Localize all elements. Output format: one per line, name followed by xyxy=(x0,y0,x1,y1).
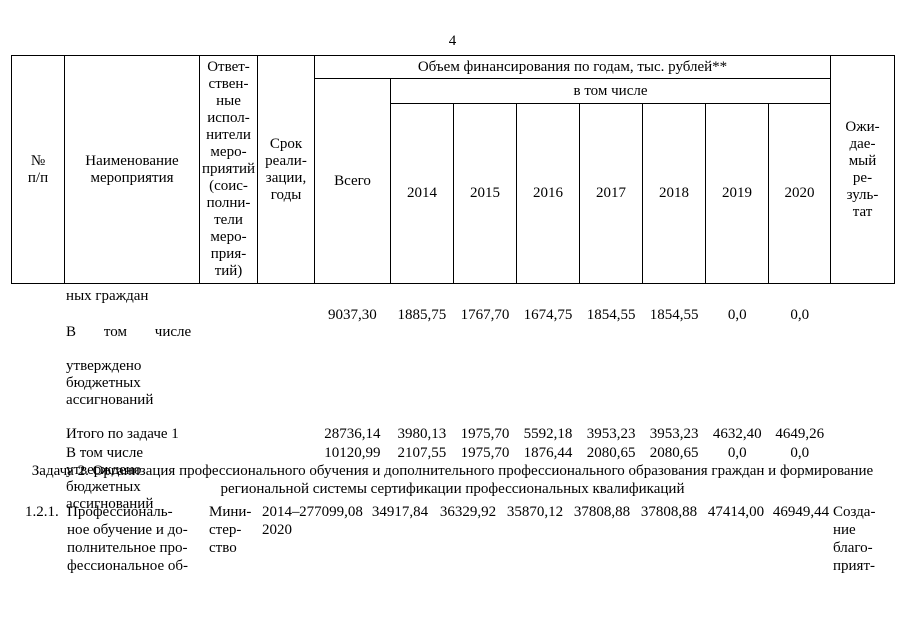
spacer-cell xyxy=(11,285,64,307)
value-cell: 1975,70 xyxy=(460,445,510,461)
header-cell-including: в том числе xyxy=(390,78,831,104)
value-cell: 37808,88 xyxy=(640,504,698,520)
value-cell: 0,0 xyxy=(727,307,747,323)
header-cell-year-2017: 2017 xyxy=(579,103,643,284)
value-cell: 47414,00 xyxy=(707,504,765,520)
expected-result: Созда- ние благо- прият- xyxy=(833,504,876,574)
value-cell: 3953,23 xyxy=(586,426,636,442)
spacer-cell xyxy=(199,426,257,445)
word: том xyxy=(103,324,127,340)
header-cell-num: № п/п xyxy=(11,55,65,284)
value-cell: 1767,70 xyxy=(460,307,510,323)
value-cell: 9037,30 xyxy=(327,307,377,323)
spacer-cell xyxy=(257,426,314,445)
value-cell: 34917,84 xyxy=(371,504,429,520)
value-cell: 1674,75 xyxy=(523,307,573,323)
table-row-1-2-1: 1.2.1. Профессиональ- ное обучение и до-… xyxy=(0,503,905,583)
header-cell-year-2019: 2019 xyxy=(705,103,769,284)
value-cell: 0,0 xyxy=(790,307,810,323)
word: В xyxy=(66,324,77,340)
value-cell: 1876,44 xyxy=(523,445,573,461)
page-number: 4 xyxy=(448,33,457,49)
value-cell: 4632,40 xyxy=(712,426,762,442)
header-cell-total: Всего xyxy=(314,78,391,284)
word: числе xyxy=(154,324,192,340)
header-cell-financing: Объем финансирования по годам, тыс. рубл… xyxy=(314,55,831,79)
value-cell: 2080,65 xyxy=(586,445,636,461)
value-cell: 37808,88 xyxy=(573,504,631,520)
value-cell: 46949,44 xyxy=(772,504,830,520)
finance-table-header: № п/п Наименование мероприятия Ответ- ст… xyxy=(11,55,895,284)
task2-heading: Задача 2. Организация профессионального … xyxy=(31,463,874,497)
header-cell-year-2014: 2014 xyxy=(390,103,454,284)
value-cell: 3980,13 xyxy=(397,426,447,442)
total-row-label: Итого по задаче 1 xyxy=(66,426,179,442)
spacer-cell xyxy=(11,307,64,426)
responsible-executor: Мини- стер- ство xyxy=(209,504,252,556)
header-cell-year-2016: 2016 xyxy=(516,103,580,284)
value-cell: 0,0 xyxy=(790,445,810,461)
value-cell: 28736,14 xyxy=(324,426,381,442)
value-cell: 1885,75 xyxy=(397,307,447,323)
header-cell-name: Наименование мероприятия xyxy=(64,55,200,284)
measure-name: Профессиональ- ное обучение и до- полнит… xyxy=(67,504,188,574)
header-cell-year-2015: 2015 xyxy=(453,103,517,284)
value-cell: 1854,55 xyxy=(586,307,636,323)
header-cell-period: Срок реали- зации, годы xyxy=(257,55,315,284)
budget2-label: В том числе утверждено бюджетных ассигно… xyxy=(66,445,154,512)
spacer-cell xyxy=(257,307,314,426)
spacer-cell xyxy=(831,307,895,426)
value-cell: 0,0 xyxy=(727,445,747,461)
header-cell-result: Ожи- дае- мый ре- зуль- тат xyxy=(830,55,895,284)
value-cell: 36329,92 xyxy=(439,504,497,520)
table-row: В том числе утверждено бюджетных ассигно… xyxy=(11,445,895,513)
value-cell: 277099,08 xyxy=(299,504,363,520)
spacer-cell xyxy=(199,307,257,426)
value-cell: 3953,23 xyxy=(649,426,699,442)
budget1-label-rest: утверждено бюджетных ассигнований xyxy=(66,358,154,408)
header-cell-year-2020: 2020 xyxy=(768,103,831,284)
value-cell: 1854,55 xyxy=(649,307,699,323)
value-cell: 4649,26 xyxy=(775,426,825,442)
spacer-cell xyxy=(11,426,64,445)
value-cell: 10120,99 xyxy=(324,445,381,461)
value-cell: 35870,12 xyxy=(506,504,564,520)
header-cell-year-2018: 2018 xyxy=(642,103,706,284)
table-row: ных граждан xyxy=(11,285,895,307)
header-cell-responsible: Ответ- ствен- ные испол- нители меро- пр… xyxy=(199,55,258,284)
row-number: 1.2.1. xyxy=(25,504,59,520)
value-cell: 2107,55 xyxy=(397,445,447,461)
spacer-cell xyxy=(199,285,895,307)
value-cell: 1975,70 xyxy=(460,426,510,442)
implementation-period: 2014– 2020 xyxy=(262,504,300,538)
continuation-text: ных граждан xyxy=(66,288,149,304)
value-cell: 2080,65 xyxy=(649,445,699,461)
table-row: Итого по задаче 1 28736,14 3980,13 1975,… xyxy=(11,426,895,445)
value-cell: 5592,18 xyxy=(523,426,573,442)
spacer-cell xyxy=(831,426,895,445)
